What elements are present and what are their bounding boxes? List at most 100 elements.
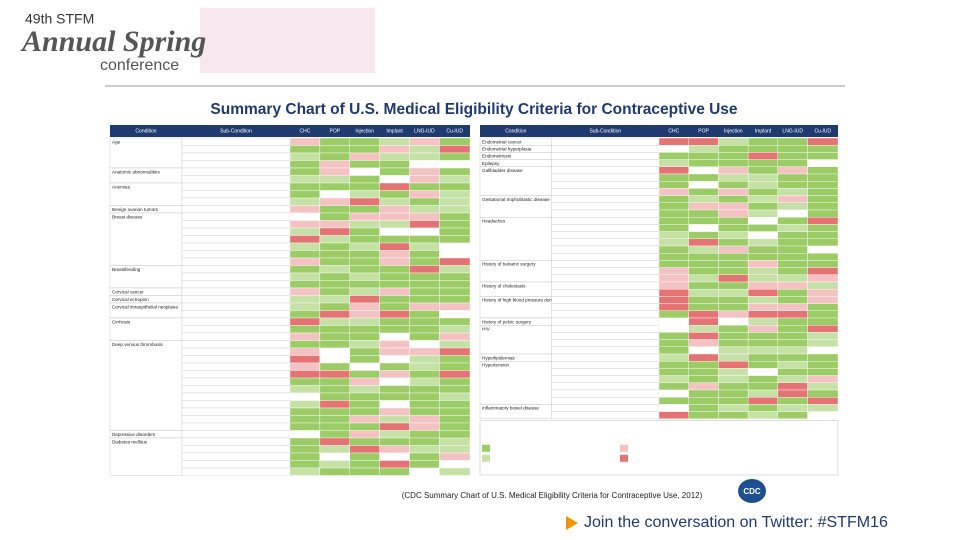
- rating-cell: [688, 252, 719, 261]
- rating-cell: [439, 385, 471, 394]
- subcondition-cell: [181, 220, 291, 229]
- rating-cell: [289, 137, 321, 146]
- rating-cell: [379, 212, 410, 221]
- rating-cell: [349, 392, 380, 401]
- rating-cell: [349, 137, 380, 146]
- rating-cell: [349, 460, 380, 469]
- rating-cell: [349, 422, 380, 431]
- rating-cell: [349, 280, 380, 289]
- rating-cell: [777, 195, 808, 204]
- rating-cell: [409, 152, 440, 161]
- subcondition-cell: [551, 382, 660, 391]
- rating-cell: [349, 445, 380, 454]
- rating-cell: [319, 340, 350, 349]
- rating-cell: [688, 144, 719, 153]
- rating-cell: [289, 197, 321, 206]
- rating-cell: [777, 159, 808, 168]
- subcondition-cell: [551, 289, 660, 297]
- rating-cell: [439, 295, 471, 304]
- column-header: POP: [330, 128, 341, 134]
- subcondition-cell: [551, 281, 660, 290]
- rating-cell: [439, 190, 471, 199]
- rating-cell: [688, 224, 719, 232]
- rating-cell: [777, 260, 808, 268]
- subcondition-cell: [551, 195, 660, 203]
- rating-cell: [379, 452, 410, 461]
- rating-cell: [777, 296, 808, 304]
- subcondition-cell: [181, 445, 291, 454]
- subcondition-cell: [181, 145, 291, 154]
- rating-cell: [688, 317, 719, 326]
- subcondition-cell: [551, 238, 660, 247]
- rating-cell: [409, 235, 440, 244]
- rating-cell: [439, 325, 471, 334]
- rating-cell: [747, 389, 779, 398]
- rating-cell: [718, 195, 749, 204]
- rating-cell: [439, 182, 471, 191]
- rating-cell: [379, 332, 410, 341]
- rating-cell: [379, 392, 410, 401]
- rating-cell: [349, 355, 380, 364]
- rating-cell: [718, 224, 749, 232]
- rating-cell: [747, 303, 779, 312]
- rating-cell: [777, 202, 808, 211]
- legend-swatch: [482, 444, 490, 452]
- rating-cell: [718, 231, 749, 240]
- rating-cell: [688, 231, 719, 240]
- rating-cell: [718, 332, 749, 340]
- subcondition-cell: [181, 152, 291, 161]
- rating-cell: [718, 368, 749, 376]
- rating-cell: [658, 173, 689, 182]
- rating-cell: [319, 220, 350, 229]
- rating-cell: [379, 310, 410, 319]
- rating-cell: [747, 274, 779, 283]
- rating-cell: [319, 235, 350, 244]
- rating-cell: [658, 404, 689, 412]
- rating-cell: [688, 353, 719, 362]
- rating-cell: [289, 190, 321, 199]
- rating-cell: [349, 160, 380, 169]
- rating-cell: [747, 411, 779, 420]
- rating-cell: [807, 274, 839, 283]
- rating-cell: [807, 245, 839, 254]
- rating-cell: [439, 347, 471, 356]
- rating-cell: [349, 145, 380, 154]
- rating-cell: [688, 173, 719, 182]
- condition-label: Gallbladder disease: [482, 168, 523, 173]
- rating-cell: [319, 452, 350, 461]
- rating-cell: [718, 303, 749, 312]
- subcondition-cell: [181, 182, 291, 191]
- condition-label: Cirrhosis: [112, 319, 131, 324]
- rating-cell: [747, 368, 779, 376]
- rating-cell: [319, 310, 350, 319]
- rating-cell: [688, 339, 719, 348]
- rating-cell: [349, 182, 380, 191]
- subcondition-cell: [551, 310, 660, 319]
- rating-cell: [718, 173, 749, 182]
- rating-cell: [319, 385, 350, 394]
- subcondition-cell: [181, 400, 291, 409]
- rating-cell: [747, 397, 779, 405]
- rating-cell: [439, 160, 471, 169]
- column-header: POP: [698, 128, 709, 134]
- rating-cell: [349, 227, 380, 236]
- rating-cell: [688, 202, 719, 211]
- condition-label: Inflammatory bowel disease: [482, 406, 539, 411]
- rating-cell: [289, 422, 321, 431]
- rating-cell: [289, 467, 321, 476]
- subcondition-cell: [551, 389, 660, 398]
- subcondition-cell: [551, 404, 660, 412]
- rating-cell: [777, 325, 808, 333]
- subcondition-cell: [181, 250, 291, 259]
- subcondition-cell: [181, 167, 291, 176]
- rating-cell: [747, 375, 779, 384]
- rating-cell: [349, 287, 380, 296]
- rating-cell: [747, 353, 779, 362]
- column-header: Condition: [505, 128, 526, 134]
- rating-cell: [747, 238, 779, 247]
- rating-cell: [777, 152, 808, 160]
- rating-cell: [658, 137, 689, 146]
- rating-cell: [658, 382, 689, 391]
- rating-cell: [349, 265, 380, 274]
- rating-cell: [409, 467, 440, 476]
